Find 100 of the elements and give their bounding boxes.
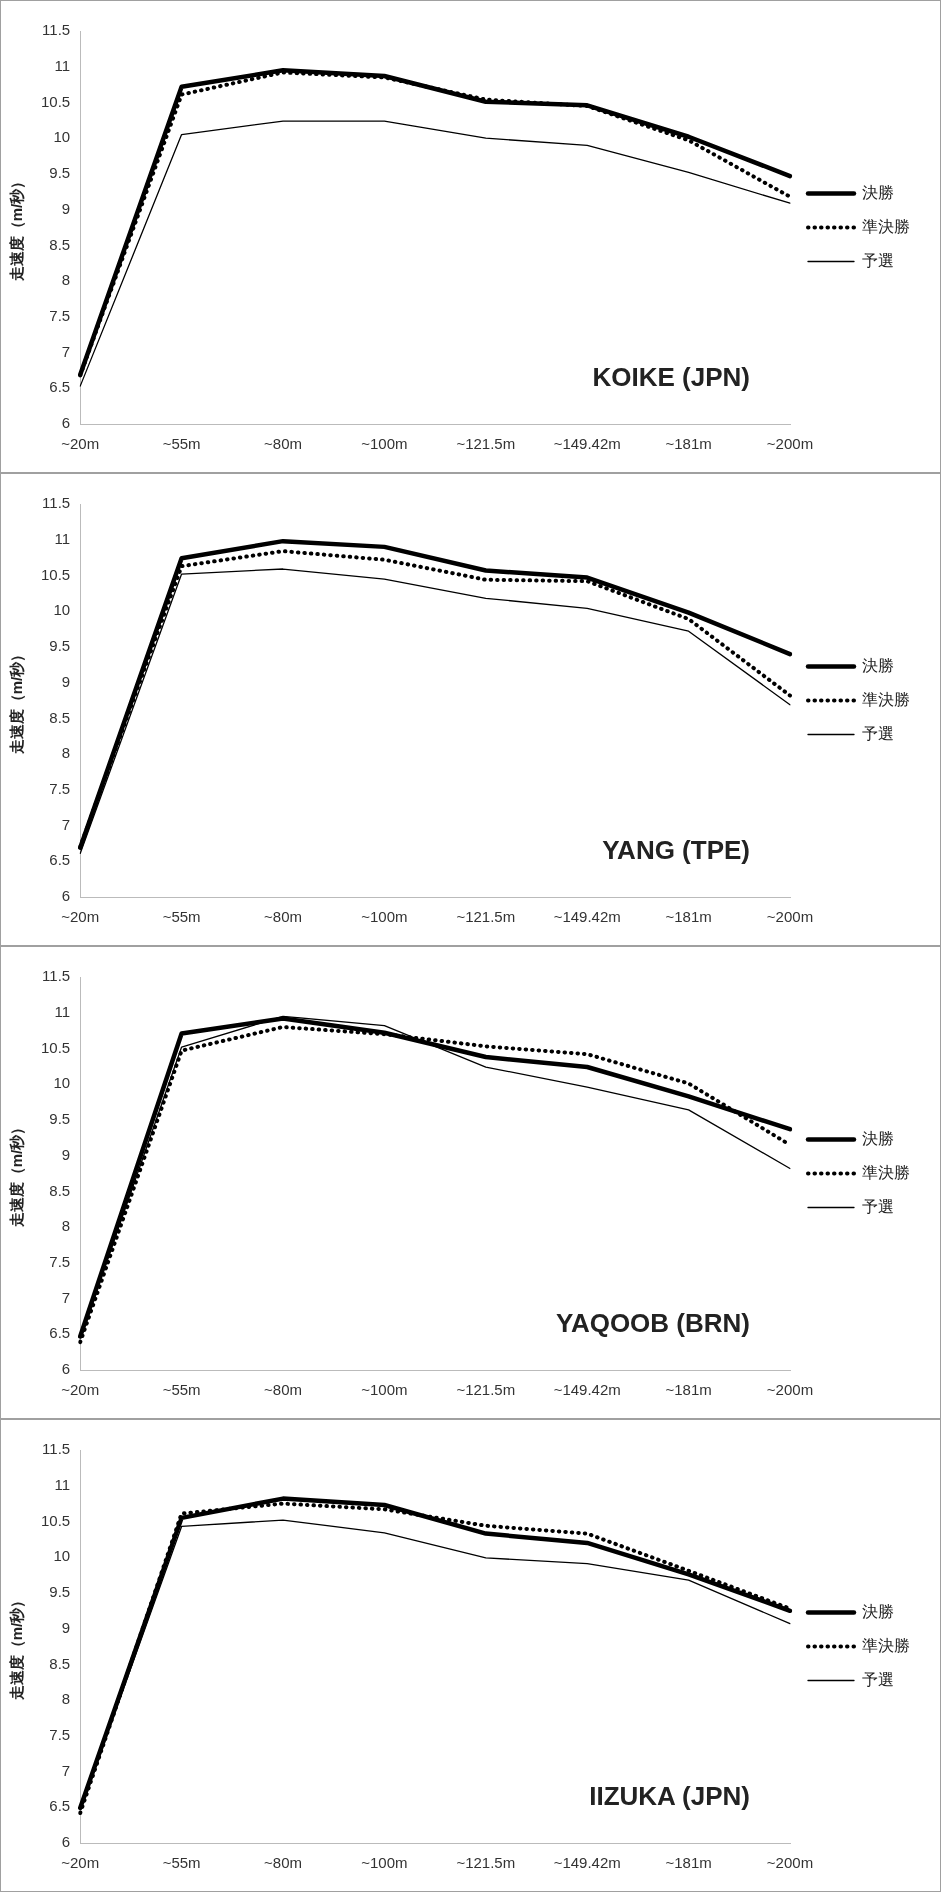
y-tick-label: 8 (61, 744, 71, 762)
x-tick-label: ~80m (264, 908, 302, 926)
y-tick-label: 6 (61, 887, 71, 905)
y-tick-label: 11 (54, 1002, 71, 1020)
y-tick-label: 11.5 (42, 1440, 71, 1458)
y-tick-label: 10.5 (40, 1038, 71, 1056)
x-tick-label: ~181m (665, 908, 712, 926)
x-tick-label: ~121.5m (456, 908, 516, 926)
y-tick-label: 11.5 (42, 967, 71, 985)
y-axis-title: 走速度（m/秒） (8, 1592, 26, 1702)
legend-label: 準決勝 (862, 217, 910, 235)
y-tick-label: 8.5 (49, 1654, 71, 1672)
y-tick-label: 10 (53, 1547, 71, 1565)
y-tick-label: 11.5 (42, 494, 71, 512)
y-tick-label: 8.5 (49, 708, 71, 726)
legend-label: 決勝 (862, 1129, 894, 1147)
y-tick-label: 11 (54, 1475, 71, 1493)
y-tick-label: 8 (61, 271, 71, 289)
x-tick-label: ~121.5m (456, 1854, 516, 1872)
y-tick-label: 9.5 (49, 1583, 71, 1601)
x-tick-label: ~55m (162, 1381, 201, 1399)
y-tick-label: 9 (61, 1618, 71, 1636)
x-tick-label: ~121.5m (456, 435, 516, 453)
x-tick-label: ~181m (665, 1381, 712, 1399)
annotation: YAQOOB (BRN) (555, 1308, 750, 1338)
x-tick-label: ~181m (665, 1854, 712, 1872)
y-tick-label: 11 (54, 529, 71, 547)
y-tick-label: 9.5 (49, 1110, 71, 1128)
x-tick-label: ~149.42m (553, 1381, 621, 1399)
y-tick-label: 10 (53, 128, 71, 146)
legend-label: 決勝 (862, 656, 894, 674)
y-tick-label: 6.5 (49, 1797, 71, 1815)
y-tick-label: 7 (61, 1288, 71, 1306)
legend-label: 予選 (862, 1670, 894, 1688)
legend-label: 準決勝 (862, 1636, 910, 1654)
y-tick-label: 9 (61, 672, 71, 690)
y-tick-label: 9.5 (49, 637, 71, 655)
x-tick-label: ~100m (361, 1381, 408, 1399)
x-tick-label: ~200m (766, 435, 814, 453)
y-tick-label: 8.5 (49, 235, 71, 253)
y-tick-label: 9.5 (49, 164, 71, 182)
y-tick-label: 7 (61, 815, 71, 833)
legend-label: 決勝 (862, 1602, 894, 1620)
x-tick-label: ~149.42m (553, 908, 621, 926)
annotation: KOIKE (JPN) (592, 362, 750, 392)
y-tick-label: 8 (61, 1690, 71, 1708)
y-tick-label: 10.5 (40, 565, 71, 583)
y-tick-label: 10 (53, 601, 71, 619)
x-tick-label: ~20m (61, 435, 100, 453)
annotation: IIZUKA (JPN) (589, 1781, 750, 1811)
x-tick-label: ~100m (361, 1854, 408, 1872)
y-tick-label: 6 (61, 414, 71, 432)
legend-label: 準決勝 (862, 690, 910, 708)
y-tick-label: 6 (61, 1833, 71, 1851)
y-tick-label: 11 (54, 56, 71, 74)
y-axis-title: 走速度（m/秒） (8, 1119, 26, 1229)
legend-label: 予選 (862, 724, 894, 742)
x-tick-label: ~100m (361, 908, 408, 926)
y-tick-label: 11.5 (42, 21, 71, 39)
x-tick-label: ~100m (361, 435, 408, 453)
x-tick-label: ~80m (264, 1381, 302, 1399)
x-tick-label: ~200m (766, 1854, 814, 1872)
x-tick-label: ~20m (61, 1381, 100, 1399)
y-tick-label: 9 (61, 199, 71, 217)
annotation: YANG (TPE) (602, 835, 750, 865)
x-tick-label: ~55m (162, 1854, 201, 1872)
y-tick-label: 9 (61, 1145, 71, 1163)
y-tick-label: 7.5 (49, 306, 71, 324)
x-tick-label: ~55m (162, 908, 201, 926)
x-tick-label: ~181m (665, 435, 712, 453)
x-tick-label: ~149.42m (553, 435, 621, 453)
y-tick-label: 6.5 (49, 851, 71, 869)
legend-label: 予選 (862, 251, 894, 269)
x-tick-label: ~149.42m (553, 1854, 621, 1872)
y-tick-label: 10.5 (40, 92, 71, 110)
legend-label: 決勝 (862, 183, 894, 201)
legend-label: 予選 (862, 1197, 894, 1215)
y-tick-label: 8.5 (49, 1181, 71, 1199)
x-tick-label: ~200m (766, 908, 814, 926)
y-axis-title: 走速度（m/秒） (8, 646, 26, 756)
x-tick-label: ~55m (162, 435, 201, 453)
y-tick-label: 10 (53, 1074, 71, 1092)
x-tick-label: ~200m (766, 1381, 814, 1399)
y-tick-label: 7 (61, 1761, 71, 1779)
x-tick-label: ~20m (61, 908, 100, 926)
y-tick-label: 6.5 (49, 1324, 71, 1342)
y-tick-label: 6.5 (49, 378, 71, 396)
x-tick-label: ~80m (264, 435, 302, 453)
y-tick-label: 7.5 (49, 1725, 71, 1743)
legend-label: 準決勝 (862, 1163, 910, 1181)
x-tick-label: ~121.5m (456, 1381, 516, 1399)
y-axis-title: 走速度（m/秒） (8, 173, 26, 283)
y-tick-label: 7 (61, 342, 71, 360)
x-tick-label: ~80m (264, 1854, 302, 1872)
y-tick-label: 7.5 (49, 779, 71, 797)
y-tick-label: 10.5 (40, 1511, 71, 1529)
y-tick-label: 7.5 (49, 1252, 71, 1270)
y-tick-label: 8 (61, 1217, 71, 1235)
x-tick-label: ~20m (61, 1854, 100, 1872)
y-tick-label: 6 (61, 1360, 71, 1378)
